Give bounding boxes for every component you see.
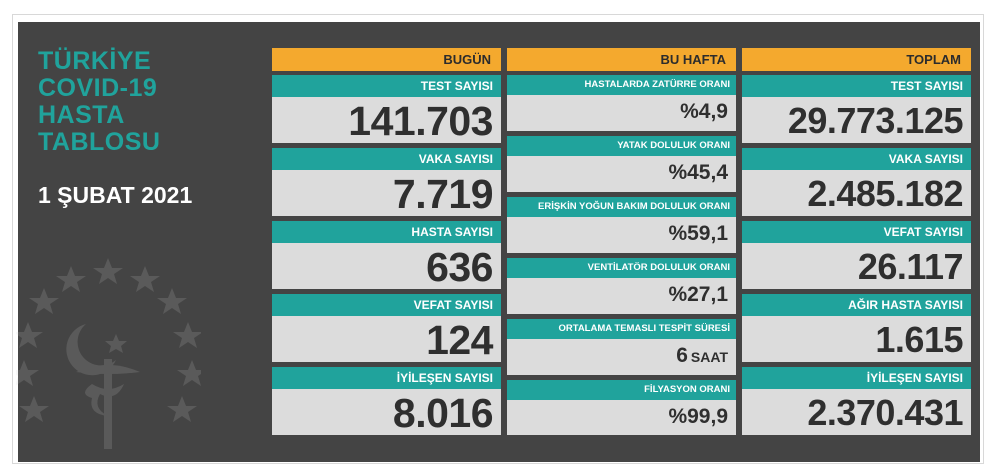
card-label: VAKA SAYISI — [742, 148, 971, 170]
title-line: HASTA — [38, 101, 125, 129]
today-test-card: TEST SAYISI 141.703 — [272, 75, 501, 144]
today-case-card: VAKA SAYISI 7.719 — [272, 148, 501, 217]
card-value: 1.615 — [875, 319, 963, 360]
week-contact-tracing-card: ORTALAMA TEMASLI TESPİT SÜRESİ 6 SAAT — [507, 319, 736, 375]
card-value: %45,4 — [668, 161, 728, 184]
ministry-emblem-icon — [16, 258, 201, 449]
page-frame — [12, 14, 984, 464]
card-label: TEST SAYISI — [272, 75, 501, 97]
card-value: 141.703 — [348, 98, 493, 144]
card-label: İYİLEŞEN SAYISI — [742, 367, 971, 389]
total-recovered-card: İYİLEŞEN SAYISI 2.370.431 — [742, 367, 971, 435]
total-death-card: VEFAT SAYISI 26.117 — [742, 221, 971, 289]
card-label: VENTİLATÖR DOLULUK ORANI — [507, 258, 736, 278]
page-title: TÜRKİYE COVID-19 HASTA TABLOSU — [38, 48, 160, 156]
card-label: ORTALAMA TEMASLI TESPİT SÜRESİ — [507, 319, 736, 339]
title-line: TABLOSU — [38, 128, 161, 156]
card-label: ERİŞKİN YOĞUN BAKIM DOLULUK ORANI — [507, 197, 736, 217]
total-severe-card: AĞIR HASTA SAYISI 1.615 — [742, 294, 971, 362]
card-value: %27,1 — [668, 283, 728, 306]
card-label: VAKA SAYISI — [272, 148, 501, 170]
card-value: 8.016 — [392, 390, 494, 436]
week-ventilator-card: VENTİLATÖR DOLULUK ORANI %27,1 — [507, 258, 736, 314]
card-value: 6 — [676, 344, 688, 367]
card-value: 2.370.431 — [807, 392, 963, 433]
column-header-week: BU HAFTA — [507, 48, 736, 71]
title-line: TÜRKİYE — [38, 47, 152, 75]
card-label: İYİLEŞEN SAYISI — [272, 367, 501, 389]
card-label: AĞIR HASTA SAYISI — [742, 294, 971, 316]
total-case-card: VAKA SAYISI 2.485.182 — [742, 148, 971, 216]
total-test-card: TEST SAYISI 29.773.125 — [742, 75, 971, 143]
week-icu-occupancy-card: ERİŞKİN YOĞUN BAKIM DOLULUK ORANI %59,1 — [507, 197, 736, 253]
card-label: TEST SAYISI — [742, 75, 971, 97]
card-value: 29.773.125 — [787, 100, 964, 141]
card-value: %99,9 — [668, 405, 728, 428]
card-label: VEFAT SAYISI — [272, 294, 501, 316]
week-pneumonia-card: HASTALARDA ZATÜRRE ORANI %4,9 — [507, 75, 736, 131]
column-header-today: BUGÜN — [272, 48, 501, 71]
card-label: YATAK DOLULUK ORANI — [507, 136, 736, 156]
card-label: VEFAT SAYISI — [742, 221, 971, 243]
card-label: HASTA SAYISI — [272, 221, 501, 243]
card-label: FİLYASYON ORANI — [507, 380, 736, 400]
week-filiation-card: FİLYASYON ORANI %99,9 — [507, 380, 736, 435]
column-header-total: TOPLAM — [742, 48, 971, 71]
card-label: HASTALARDA ZATÜRRE ORANI — [507, 75, 736, 95]
card-value-row: 6 SAAT — [507, 339, 736, 374]
card-value: 124 — [426, 317, 493, 363]
today-death-card: VEFAT SAYISI 124 — [272, 294, 501, 363]
report-date: 1 ŞUBAT 2021 — [38, 182, 193, 208]
covid-table-board: TÜRKİYE COVID-19 HASTA TABLOSU 1 ŞUBAT 2… — [16, 22, 980, 462]
today-patient-card: HASTA SAYISI 636 — [272, 221, 501, 290]
card-value: 2.485.182 — [807, 173, 963, 214]
card-unit: SAAT — [690, 349, 728, 365]
week-bed-occupancy-card: YATAK DOLULUK ORANI %45,4 — [507, 136, 736, 192]
card-value: %4,9 — [680, 100, 728, 123]
card-value: 636 — [426, 244, 493, 290]
card-value: 7.719 — [392, 171, 494, 217]
today-recovered-card: İYİLEŞEN SAYISI 8.016 — [272, 367, 501, 436]
card-value: %59,1 — [668, 222, 728, 245]
card-value: 26.117 — [857, 246, 964, 287]
title-line: COVID-19 — [38, 74, 158, 102]
